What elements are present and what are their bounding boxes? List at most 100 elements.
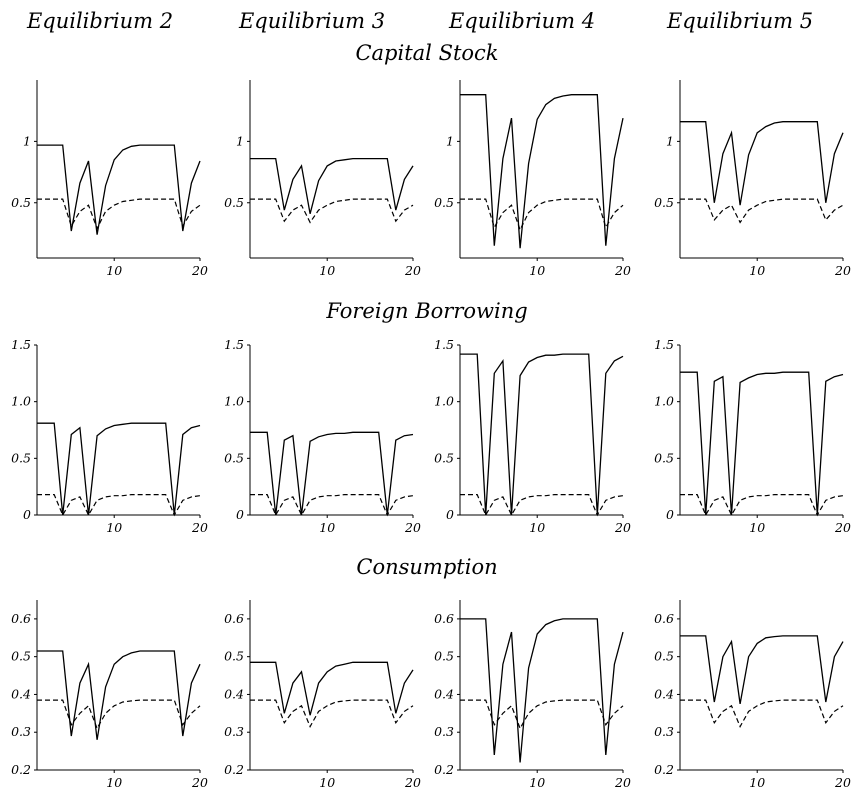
row-title-capital-stock: Capital Stock [355, 41, 498, 65]
y-tick-label: 0.5 [224, 450, 244, 465]
y-tick-label: 0.4 [434, 686, 454, 701]
x-tick-label: 10 [749, 775, 765, 790]
y-tick-label: 0.5 [11, 450, 31, 465]
y-tick-label: 0.2 [434, 762, 454, 777]
y-tick-label: 0.4 [654, 686, 674, 701]
y-tick-label: 0.2 [654, 762, 674, 777]
y-tick-label: 0.4 [11, 686, 31, 701]
row-titles: Capital Stock Foreign Borrowing Consumpt… [325, 41, 527, 579]
x-tick-label: 10 [106, 775, 122, 790]
dashed-series-line [37, 494, 201, 517]
x-tick-label: 20 [834, 520, 851, 535]
dashed-series-line [460, 198, 624, 232]
y-tick-label: 0.6 [654, 611, 674, 626]
y-tick-label: 1.5 [654, 337, 674, 352]
y-tick-label: 0.5 [654, 649, 674, 664]
x-tick-label: 20 [191, 520, 208, 535]
x-tick-label: 10 [319, 520, 335, 535]
dashed-series-line [250, 699, 414, 728]
x-tick-label: 10 [319, 775, 335, 790]
panel-capital-stock-eq4: 0.5 1 10 20 [434, 80, 631, 278]
y-tick-label: 1.5 [434, 337, 454, 352]
panel-consumption-eq4: 0.2 0.3 0.4 0.5 0.6 10 20 [434, 600, 631, 790]
y-tick-label: 1.0 [11, 394, 31, 409]
x-tick-label: 10 [529, 775, 545, 790]
y-tick-label: 0.5 [654, 195, 674, 210]
y-tick-label: 0 [23, 507, 31, 522]
x-tick-label: 10 [749, 263, 765, 278]
row-title-consumption: Consumption [356, 555, 497, 579]
solid-series-line [460, 94, 624, 249]
dashed-series-line [460, 494, 624, 517]
x-tick-label: 10 [319, 263, 335, 278]
solid-series-line [460, 618, 624, 763]
y-tick-label: 0.3 [434, 724, 454, 739]
x-tick-label: 10 [529, 520, 545, 535]
y-tick-label: 1.5 [11, 337, 31, 352]
y-tick-label: 0.5 [434, 649, 454, 664]
y-tick-label: 0 [666, 507, 674, 522]
x-tick-label: 20 [614, 775, 631, 790]
dashed-series-line [250, 494, 414, 517]
panel-capital-stock-eq2: 0.5 1 10 20 [11, 80, 208, 278]
panel-consumption-eq2: 0.2 0.3 0.4 0.5 0.6 10 20 [11, 600, 208, 790]
y-tick-label: 0.5 [434, 450, 454, 465]
y-tick-label: 0.5 [224, 195, 244, 210]
panel-foreign-borrowing-eq4: 0 0.5 1.0 1.5 10 20 [434, 337, 631, 535]
panel-consumption-eq3: 0.2 0.3 0.4 0.5 0.6 10 20 [224, 600, 421, 790]
dashed-series-line [460, 699, 624, 730]
solid-series-line [460, 353, 624, 516]
solid-series-line [680, 371, 844, 516]
y-tick-label: 0.2 [224, 762, 244, 777]
y-tick-label: 1.0 [434, 394, 454, 409]
column-title-equilibrium-5: Equilibrium 5 [666, 9, 813, 33]
dashed-series-line [680, 699, 844, 728]
solid-series-line [250, 661, 414, 716]
panel-capital-stock-eq3: 0.5 1 10 20 [224, 80, 421, 278]
x-tick-label: 10 [106, 263, 122, 278]
column-headers: Equilibrium 2 Equilibrium 3 Equilibrium … [26, 9, 813, 33]
solid-series-line [680, 121, 844, 206]
y-tick-label: 0.6 [11, 611, 31, 626]
y-tick-label: 0.5 [11, 195, 31, 210]
x-tick-label: 20 [404, 775, 421, 790]
solid-series-line [250, 431, 414, 516]
y-tick-label: 0.5 [11, 649, 31, 664]
x-tick-label: 20 [404, 263, 421, 278]
column-title-equilibrium-4: Equilibrium 4 [448, 9, 595, 33]
y-tick-label: 0.5 [224, 649, 244, 664]
y-tick-label: 1.0 [224, 394, 244, 409]
dashed-series-line [37, 699, 201, 730]
solid-series-line [37, 144, 201, 235]
panel-foreign-borrowing-eq2: 0 0.5 1.0 1.5 10 20 [11, 337, 208, 535]
y-tick-label: 0.5 [654, 450, 674, 465]
solid-series-line [250, 157, 414, 214]
y-tick-label: 0.6 [434, 611, 454, 626]
panel-foreign-borrowing-eq3: 0 0.5 1.0 1.5 10 20 [224, 337, 421, 535]
y-tick-label: 1 [446, 133, 454, 148]
y-tick-label: 1.5 [224, 337, 244, 352]
y-tick-label: 0.2 [11, 762, 31, 777]
y-tick-label: 0.5 [434, 195, 454, 210]
column-title-equilibrium-3: Equilibrium 3 [238, 9, 385, 33]
y-tick-label: 0 [446, 507, 454, 522]
panel-grid: 0.5 1 10 20 0.5 1 10 20 0.5 1 10 20 0.5 1 10 20 0 0.5 1.0 1… [11, 80, 851, 790]
panel-consumption-eq5: 0.2 0.3 0.4 0.5 0.6 10 20 [654, 600, 851, 790]
solid-series-line [37, 422, 201, 516]
y-tick-label: 0.6 [224, 611, 244, 626]
y-tick-label: 0.3 [11, 724, 31, 739]
y-tick-label: 0 [236, 507, 244, 522]
solid-series-line [680, 635, 844, 705]
panel-foreign-borrowing-eq5: 0 0.5 1.0 1.5 10 20 [654, 337, 851, 535]
y-tick-label: 1 [666, 133, 674, 148]
x-tick-label: 20 [834, 263, 851, 278]
row-title-foreign-borrowing: Foreign Borrowing [325, 299, 527, 323]
y-tick-label: 0.3 [224, 724, 244, 739]
x-tick-label: 20 [404, 520, 421, 535]
panel-capital-stock-eq5: 0.5 1 10 20 [654, 80, 851, 278]
x-tick-label: 10 [529, 263, 545, 278]
x-tick-label: 20 [191, 775, 208, 790]
x-tick-label: 10 [106, 520, 122, 535]
x-tick-label: 20 [191, 263, 208, 278]
